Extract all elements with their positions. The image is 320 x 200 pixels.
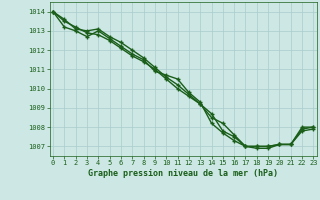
X-axis label: Graphe pression niveau de la mer (hPa): Graphe pression niveau de la mer (hPa)	[88, 169, 278, 178]
